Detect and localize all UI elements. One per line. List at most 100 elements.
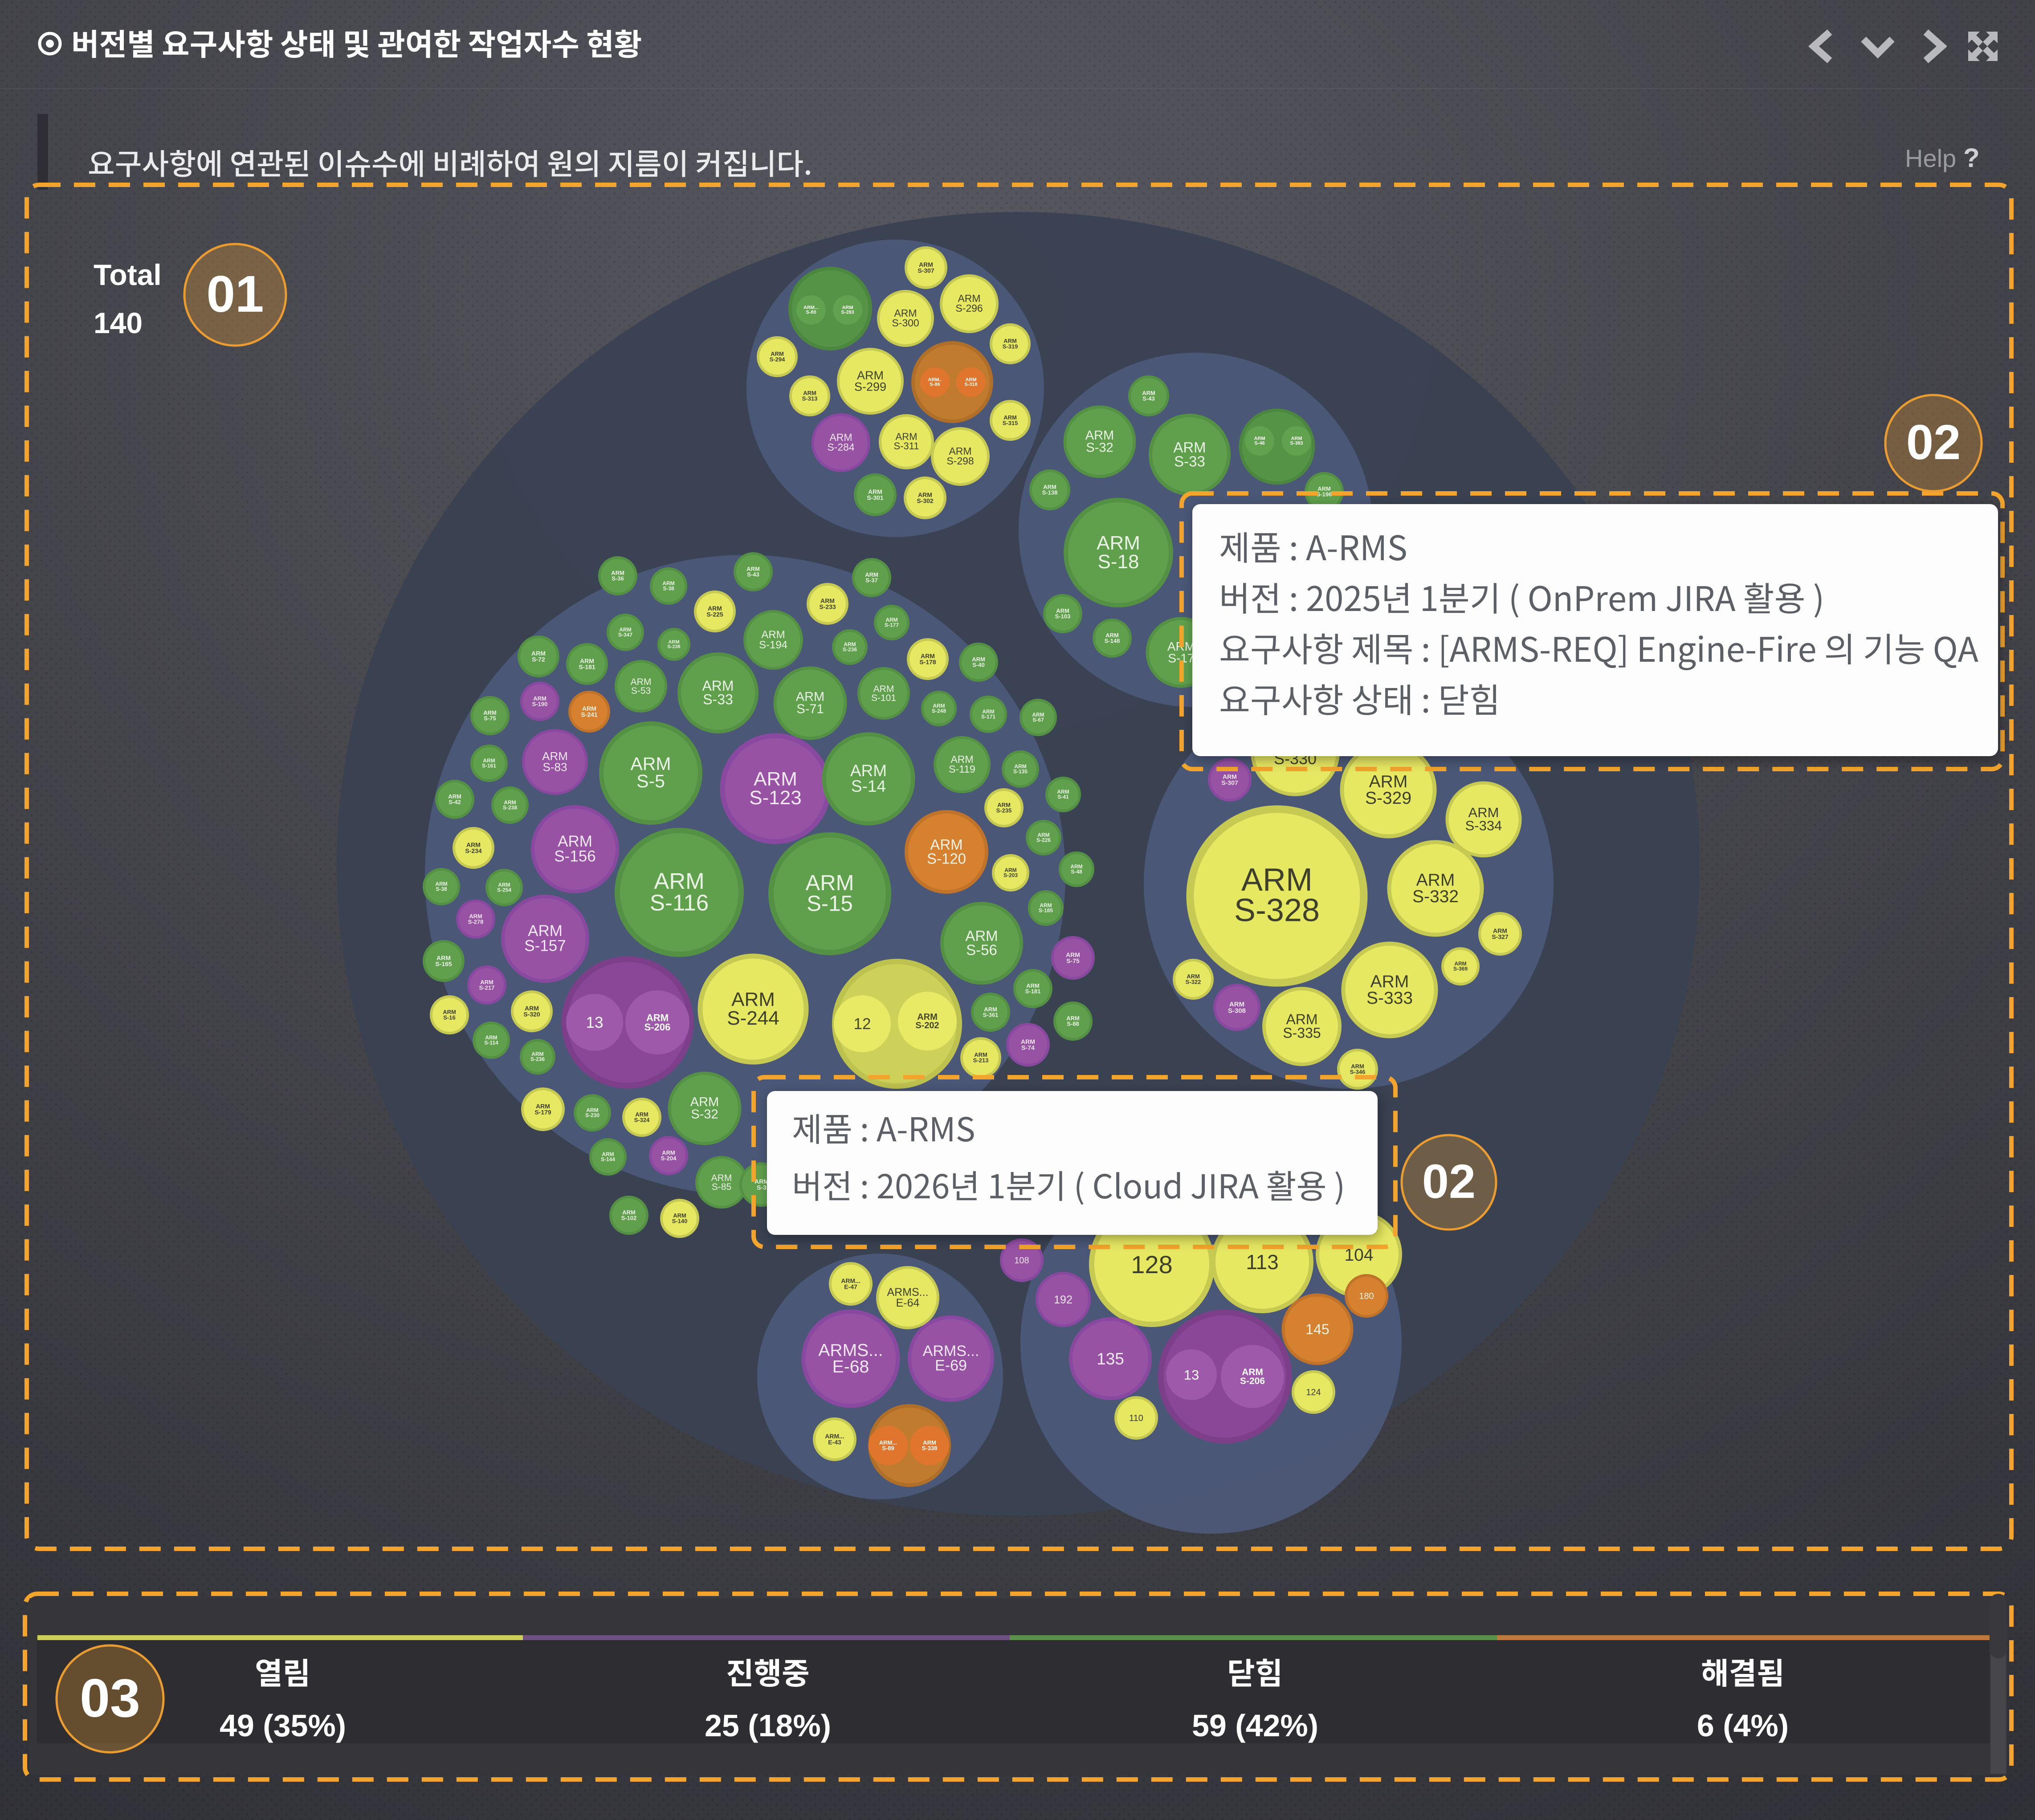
svg-text:ARMS-294: ARM S-294 [770, 350, 785, 362]
svg-text:ARMS-71: ARM S-71 [796, 690, 824, 717]
svg-text:ARMS-313: ARM S-313 [802, 390, 818, 402]
svg-text:ARMS-135: ARM S-135 [1013, 763, 1028, 774]
svg-text:ARMS-307: ARM S-307 [918, 261, 934, 274]
svg-text:ARMS-140: ARM S-140 [672, 1212, 688, 1224]
svg-text:ARMS-241: ARM S-241 [581, 705, 598, 718]
svg-text:110: 110 [1129, 1413, 1143, 1423]
svg-text:ARMS-327: ARM S-327 [1492, 927, 1509, 940]
svg-text:ARMS-335: ARM S-335 [1283, 1011, 1321, 1041]
svg-text:ARMS-284: ARM S-284 [827, 432, 855, 453]
svg-text:ARMS-32: ARM S-32 [1085, 428, 1114, 455]
svg-text:ARMS-238: ARM S-238 [667, 639, 680, 649]
svg-text:ARMS-88: ARM S-88 [1066, 1015, 1080, 1027]
svg-text:ARMS-38: ARM S-38 [662, 580, 674, 591]
svg-text:128: 128 [1131, 1250, 1172, 1278]
svg-text:192: 192 [1054, 1294, 1073, 1306]
svg-text:ARMS-116: ARM S-116 [650, 868, 709, 915]
svg-text:ARMS-311: ARM S-311 [893, 431, 919, 452]
svg-text:6 (4%): 6 (4%) [1697, 1708, 1789, 1743]
svg-text:ARMS-254: ARM S-254 [497, 882, 511, 893]
svg-text:ARMS-75: ARM S-75 [483, 709, 497, 721]
svg-text:ARMS-347: ARM S-347 [618, 627, 632, 638]
svg-text:ARMS-53: ARM S-53 [631, 677, 652, 696]
svg-text:124: 124 [1306, 1388, 1321, 1397]
svg-text:ARMS-302: ARM S-302 [917, 491, 934, 504]
svg-text:ARMS-72: ARM S-72 [531, 650, 546, 663]
svg-text:ARMS-85: ARM S-85 [711, 1173, 732, 1192]
svg-text:02: 02 [1422, 1154, 1476, 1208]
svg-text:ARMS-119: ARM S-119 [949, 753, 975, 775]
svg-text:ARMS-32: ARM S-32 [690, 1095, 719, 1122]
svg-text:ARMS-43: ARM S-43 [746, 566, 760, 578]
svg-text:ARMS-83: ARM S-83 [542, 749, 568, 774]
svg-text:ARMS-196: ARM S-196 [1317, 485, 1332, 497]
svg-text:ARMS-334: ARM S-334 [1465, 805, 1502, 833]
svg-text:ARMS-190: ARM S-190 [532, 695, 548, 707]
svg-text:59 (42%): 59 (42%) [1192, 1708, 1318, 1743]
svg-text:ARMS-165: ARM S-165 [435, 954, 452, 967]
svg-text:ARMS-177: ARM S-177 [885, 617, 899, 628]
svg-text:ARMS-114: ARM S-114 [484, 1034, 498, 1046]
svg-text:ARMS-226: ARM S-226 [1036, 832, 1051, 843]
svg-text:ARMS-301: ARM S-301 [867, 488, 884, 501]
svg-text:ARMS-206: ARM S-206 [1240, 1367, 1265, 1386]
svg-text:ARMS-178: ARM S-178 [919, 652, 936, 665]
svg-text:ARMS-48: ARM S-48 [1070, 863, 1082, 875]
svg-text:ARM...E-43: ARM... E-43 [825, 1433, 844, 1445]
svg-text:13: 13 [586, 1014, 604, 1031]
svg-text:ARMS-171: ARM S-171 [981, 708, 995, 720]
svg-text:12: 12 [854, 1015, 871, 1033]
svg-text:02: 02 [1906, 415, 1961, 470]
svg-text:ARMS-148: ARM S-148 [1105, 632, 1120, 644]
svg-text:ARMS-234: ARM S-234 [465, 841, 482, 854]
svg-text:ARMS-230: ARM S-230 [585, 1107, 599, 1118]
svg-text:Total: Total [94, 258, 162, 291]
svg-text:ARMS-329: ARM S-329 [1365, 772, 1411, 808]
svg-text:108: 108 [1014, 1256, 1029, 1266]
svg-text:ARMS-15: ARM S-15 [806, 871, 854, 916]
svg-text:ARMS-14: ARM S-14 [850, 761, 887, 795]
svg-text:ARMS-33: ARM S-33 [1173, 439, 1206, 469]
svg-text:ARMS-235: ARM S-235 [996, 802, 1012, 814]
svg-text:ARMS-213: ARM S-213 [973, 1051, 989, 1063]
svg-text:ARMS-46: ARM S-46 [1254, 436, 1265, 446]
svg-text:ARMS-103: ARM S-103 [1055, 607, 1071, 619]
svg-text:ARM...E-47: ARM... E-47 [841, 1277, 860, 1290]
svg-text:ARMS-319: ARM S-319 [1003, 338, 1018, 350]
svg-text:ARMS-181: ARM S-181 [579, 657, 595, 670]
svg-text:ARM..S-86: ARM.. S-86 [928, 377, 942, 387]
svg-text:113: 113 [1246, 1250, 1278, 1274]
svg-text:ARMS-102: ARM S-102 [621, 1209, 637, 1221]
svg-text:ARMS-36: ARM S-36 [611, 570, 624, 582]
svg-text:ARMS-308: ARM S-308 [1228, 1001, 1246, 1014]
svg-text:ARMS-233: ARM S-233 [819, 597, 836, 610]
svg-text:ARM...S-80: ARM... S-80 [803, 305, 819, 315]
svg-text:ARMS-318: ARM S-318 [964, 377, 977, 387]
svg-text:ARMS-161: ARM S-161 [482, 757, 496, 769]
svg-text:ARMS-333: ARM S-333 [1366, 972, 1413, 1008]
svg-text:13: 13 [1184, 1367, 1199, 1383]
svg-text:140: 140 [94, 306, 143, 339]
svg-text:ARMS-320: ARM S-320 [523, 1005, 540, 1018]
svg-text:ARMS-217: ARM S-217 [479, 979, 495, 991]
svg-text:Help: Help [1905, 144, 1956, 172]
svg-text:ARMS-244: ARM S-244 [727, 989, 779, 1029]
svg-text:ARMS-369: ARM S-369 [1453, 961, 1468, 972]
svg-text:ARMS-225: ARM S-225 [706, 605, 723, 618]
svg-text:ARMS-138: ARM S-138 [1042, 484, 1058, 496]
svg-text:ARMS-18: ARM S-18 [1097, 532, 1140, 573]
svg-text:ARMS-202: ARM S-202 [915, 1012, 939, 1030]
svg-text:ARMS-120: ARM S-120 [927, 836, 966, 867]
svg-text:ARMS-3: ARM S-3 [754, 1178, 769, 1191]
svg-text:ARMS-300: ARM S-300 [892, 307, 919, 329]
svg-text:145: 145 [1305, 1321, 1329, 1337]
svg-text:ARMS-283: ARM S-283 [841, 305, 854, 315]
svg-text:ARMS-383: ARM S-383 [1290, 436, 1303, 446]
svg-text:49 (35%): 49 (35%) [220, 1708, 346, 1743]
svg-text:ARMS-236: ARM S-236 [843, 641, 857, 652]
svg-text:ARMS-307: ARM S-307 [1221, 773, 1238, 786]
svg-text:135: 135 [1097, 1350, 1124, 1368]
svg-text:25 (18%): 25 (18%) [705, 1708, 831, 1743]
svg-text:ARMS-346: ARM S-346 [1350, 1063, 1366, 1075]
svg-text:ARMS-361: ARM S-361 [983, 1006, 999, 1018]
